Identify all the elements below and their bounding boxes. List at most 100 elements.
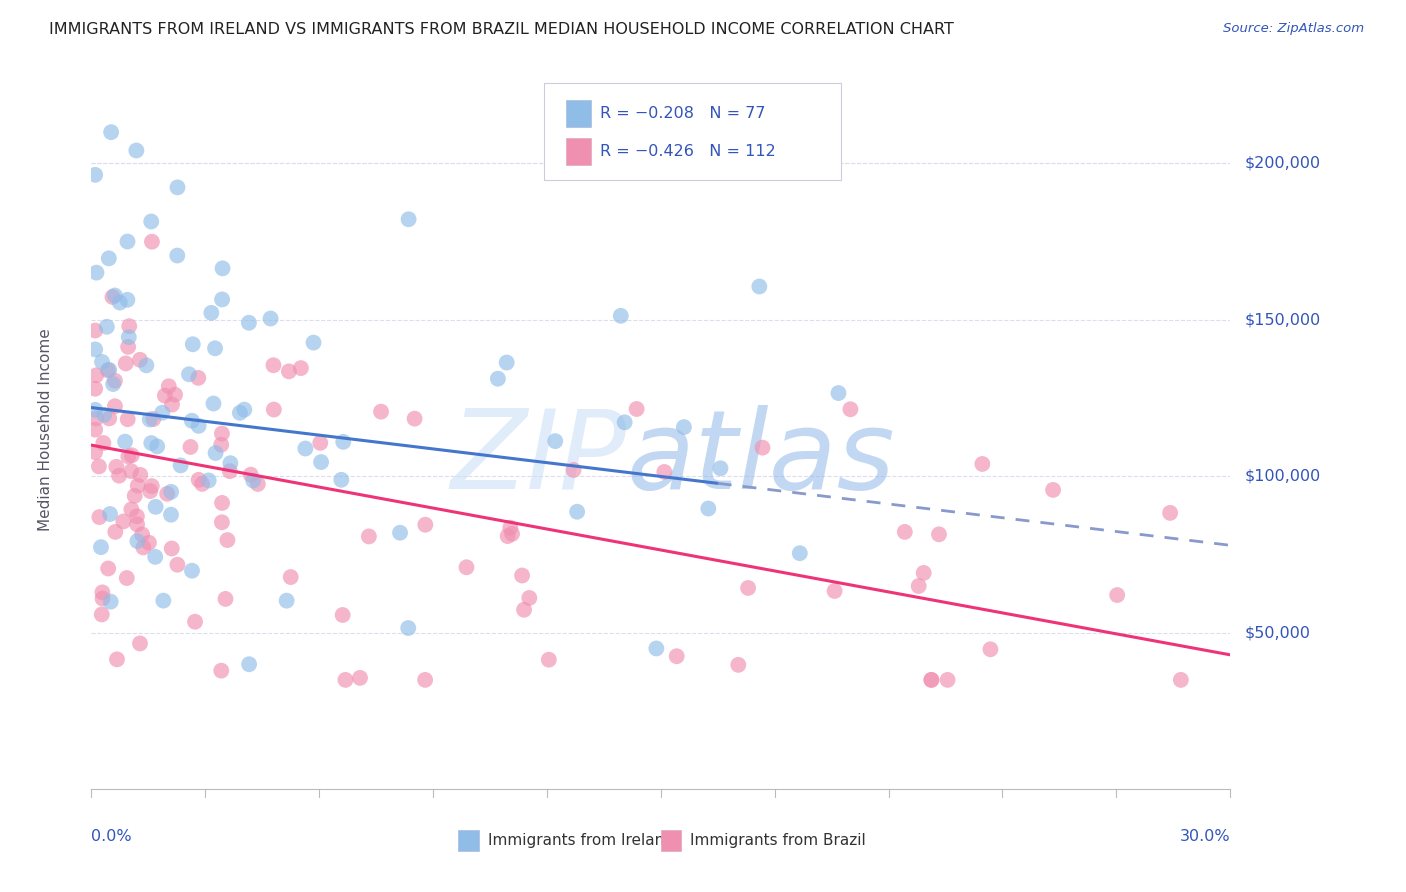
Point bbox=[101, 290, 124, 304]
Point bbox=[501, 526, 523, 541]
Point bbox=[104, 524, 127, 539]
Point bbox=[131, 527, 153, 541]
Point bbox=[928, 527, 950, 541]
Point bbox=[141, 235, 163, 249]
Point bbox=[415, 517, 437, 532]
Point bbox=[121, 448, 143, 462]
Text: atlas: atlas bbox=[627, 405, 896, 512]
Point bbox=[117, 293, 139, 307]
Point bbox=[91, 355, 114, 369]
Point bbox=[84, 423, 107, 437]
Point bbox=[90, 540, 112, 554]
Point bbox=[90, 607, 112, 622]
Text: ZIP: ZIP bbox=[451, 405, 627, 512]
Point bbox=[751, 441, 773, 455]
Point bbox=[330, 473, 353, 487]
Point bbox=[117, 450, 139, 464]
Point bbox=[112, 515, 135, 529]
Point bbox=[209, 438, 232, 452]
Point bbox=[204, 341, 226, 355]
Point bbox=[165, 387, 187, 401]
Point bbox=[141, 479, 163, 493]
Point bbox=[84, 411, 107, 425]
Point bbox=[496, 529, 519, 543]
Point bbox=[132, 541, 155, 555]
Point bbox=[413, 673, 436, 687]
Point bbox=[610, 309, 633, 323]
Point bbox=[142, 412, 165, 426]
Point bbox=[97, 363, 120, 377]
Text: 0.0%: 0.0% bbox=[91, 829, 132, 844]
Point bbox=[544, 434, 567, 449]
Point bbox=[1159, 506, 1181, 520]
Point bbox=[141, 436, 163, 450]
Point bbox=[117, 340, 139, 354]
Point bbox=[101, 377, 124, 392]
FancyBboxPatch shape bbox=[544, 83, 841, 179]
Point bbox=[242, 474, 264, 488]
Point bbox=[97, 561, 120, 575]
Point bbox=[979, 642, 1001, 657]
Point bbox=[115, 571, 138, 585]
Point bbox=[166, 248, 188, 262]
Point bbox=[238, 316, 260, 330]
Point bbox=[277, 364, 299, 378]
Point bbox=[98, 363, 121, 377]
Point bbox=[141, 214, 163, 228]
Point bbox=[517, 591, 540, 605]
Point bbox=[396, 621, 419, 635]
Point bbox=[104, 374, 127, 388]
Point bbox=[486, 372, 509, 386]
Point bbox=[181, 337, 204, 351]
Point bbox=[145, 500, 167, 514]
Point bbox=[246, 477, 269, 491]
Point bbox=[129, 352, 152, 367]
Point bbox=[1170, 673, 1192, 687]
Point bbox=[209, 664, 232, 678]
Point bbox=[160, 398, 183, 412]
Point bbox=[748, 279, 770, 293]
Point bbox=[645, 641, 668, 656]
Point bbox=[972, 457, 994, 471]
Point bbox=[181, 564, 204, 578]
Point bbox=[211, 261, 233, 276]
Point bbox=[118, 319, 141, 334]
Point bbox=[93, 408, 115, 422]
Point bbox=[565, 505, 588, 519]
Point bbox=[309, 455, 332, 469]
Point bbox=[262, 358, 284, 372]
Point bbox=[108, 468, 131, 483]
Text: Immigrants from Brazil: Immigrants from Brazil bbox=[690, 833, 866, 848]
Point bbox=[160, 508, 183, 522]
Point bbox=[84, 168, 107, 182]
Point bbox=[84, 445, 107, 459]
Point bbox=[389, 525, 412, 540]
Point bbox=[152, 593, 174, 607]
Point bbox=[120, 502, 142, 516]
Text: Median Household Income: Median Household Income bbox=[38, 328, 53, 531]
Point bbox=[613, 415, 636, 429]
Point bbox=[156, 487, 179, 501]
Point bbox=[114, 434, 136, 449]
Point bbox=[309, 435, 332, 450]
Point bbox=[912, 566, 935, 580]
Point bbox=[146, 439, 169, 453]
Point bbox=[104, 399, 127, 413]
Point bbox=[184, 615, 207, 629]
Point bbox=[91, 585, 114, 599]
Point bbox=[824, 584, 846, 599]
Point bbox=[335, 673, 357, 687]
Text: $150,000: $150,000 bbox=[1244, 312, 1320, 327]
Point bbox=[211, 496, 233, 510]
Point bbox=[98, 411, 121, 425]
Point bbox=[139, 412, 162, 426]
Point bbox=[179, 440, 201, 454]
Point bbox=[697, 501, 720, 516]
Point bbox=[332, 607, 354, 622]
Point bbox=[89, 510, 111, 524]
Point bbox=[157, 379, 180, 393]
Point bbox=[219, 456, 242, 470]
Text: R = −0.208   N = 77: R = −0.208 N = 77 bbox=[600, 106, 766, 121]
Text: IMMIGRANTS FROM IRELAND VS IMMIGRANTS FROM BRAZIL MEDIAN HOUSEHOLD INCOME CORREL: IMMIGRANTS FROM IRELAND VS IMMIGRANTS FR… bbox=[49, 22, 955, 37]
Point bbox=[238, 657, 260, 672]
